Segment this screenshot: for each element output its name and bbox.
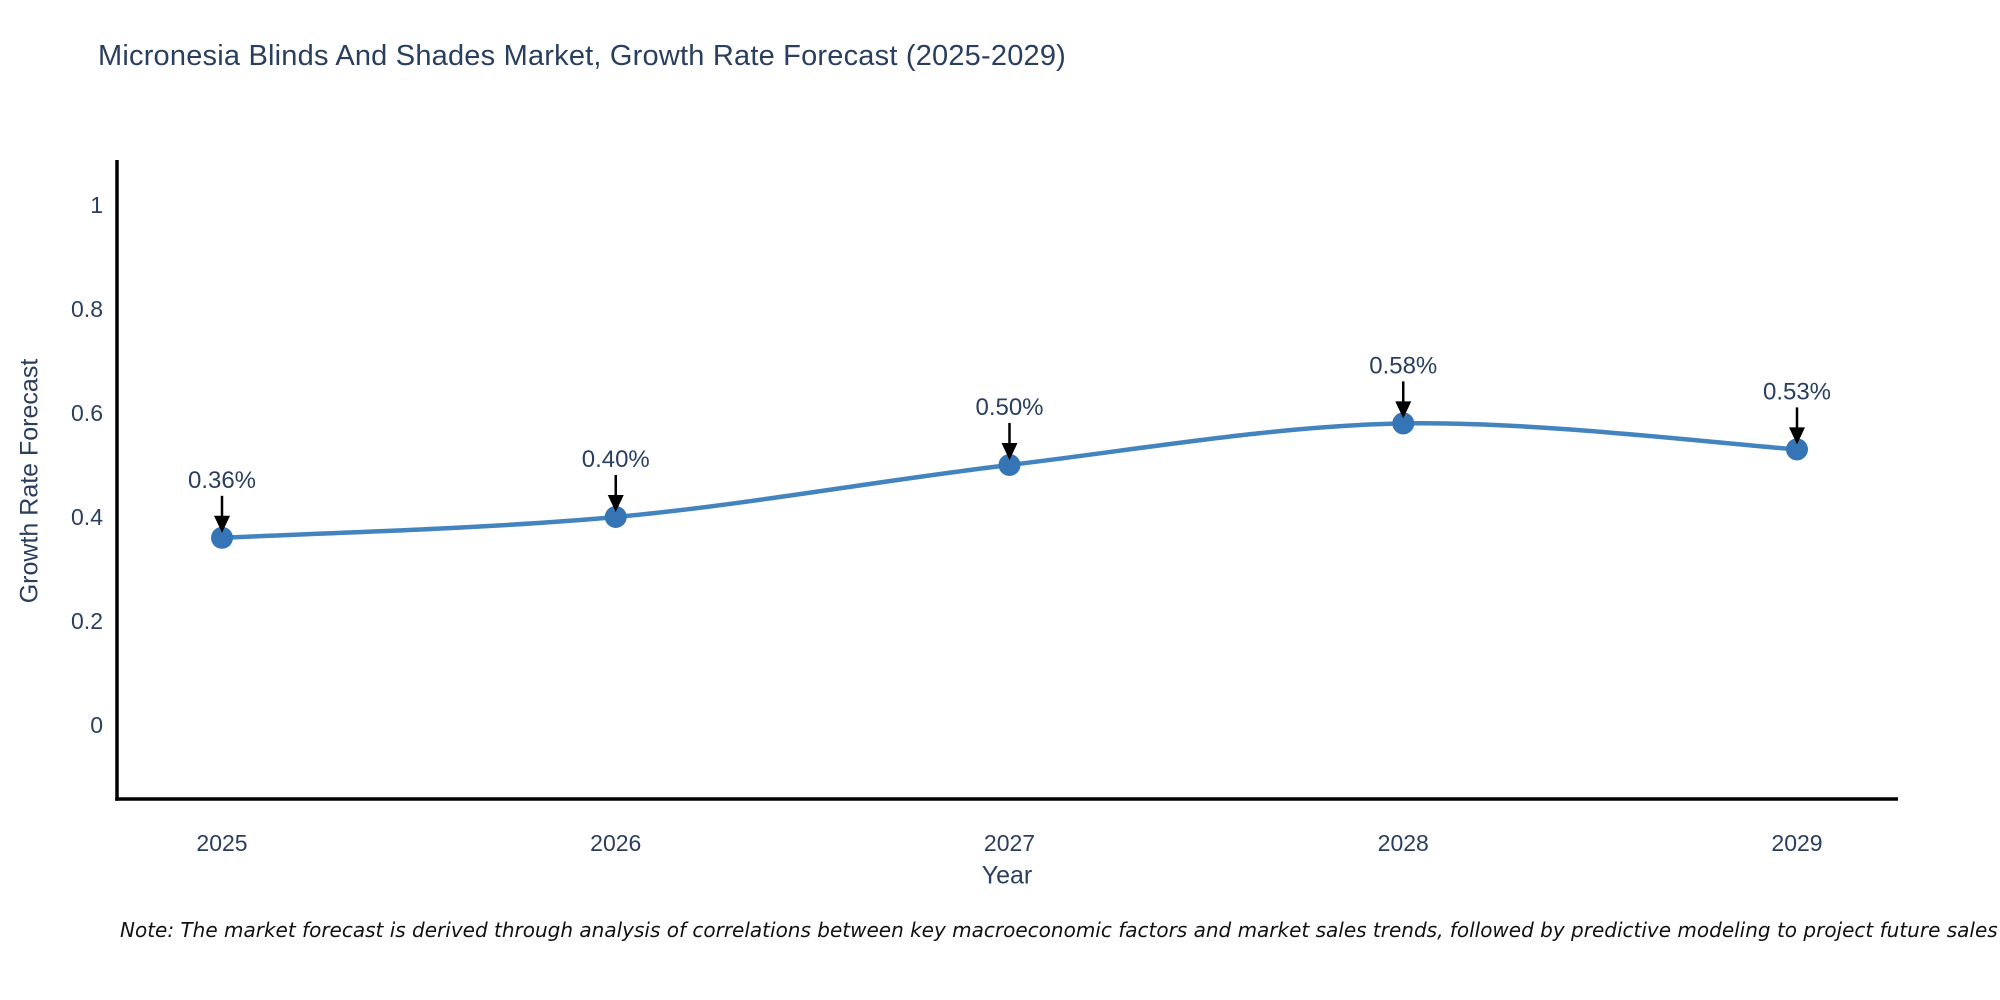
data-point-label: 0.50% — [975, 394, 1043, 421]
annotation-arrowhead-icon — [607, 495, 624, 512]
data-point-marker — [604, 506, 627, 528]
x-tick-label: 2028 — [1378, 830, 1429, 856]
y-tick-label: 0 — [90, 712, 103, 738]
data-point-label: 0.36% — [188, 467, 256, 494]
y-tick-label: 0.2 — [71, 608, 103, 634]
y-tick-label: 0.4 — [71, 504, 103, 530]
data-point-marker — [1786, 438, 1808, 461]
x-tick-label: 2026 — [590, 830, 641, 856]
annotation-arrowhead-icon — [1789, 427, 1805, 445]
data-point-marker — [1392, 412, 1415, 435]
chart-footnote: Note: The market forecast is derived thr… — [120, 918, 1998, 942]
data-point-label: 0.53% — [1763, 378, 1831, 405]
chart-title: Micronesia Blinds And Shades Market, Gro… — [98, 40, 1067, 72]
data-point-marker — [211, 526, 233, 549]
annotation-arrowhead-icon — [214, 515, 230, 533]
y-tick-label: 0.8 — [71, 296, 103, 322]
y-tick-label: 1 — [90, 192, 103, 218]
annotation-arrowhead-icon — [1001, 443, 1018, 460]
data-point-label: 0.58% — [1369, 352, 1437, 379]
x-tick-label: 2025 — [196, 830, 247, 856]
annotation-arrowhead-icon — [1395, 401, 1412, 419]
y-tick-label: 0.6 — [71, 400, 103, 426]
x-axis-title: Year — [981, 861, 1033, 890]
data-point-marker — [998, 454, 1021, 476]
data-point-label: 0.40% — [582, 446, 650, 473]
x-tick-label: 2029 — [1771, 830, 1822, 856]
x-tick-label: 2027 — [984, 830, 1035, 856]
